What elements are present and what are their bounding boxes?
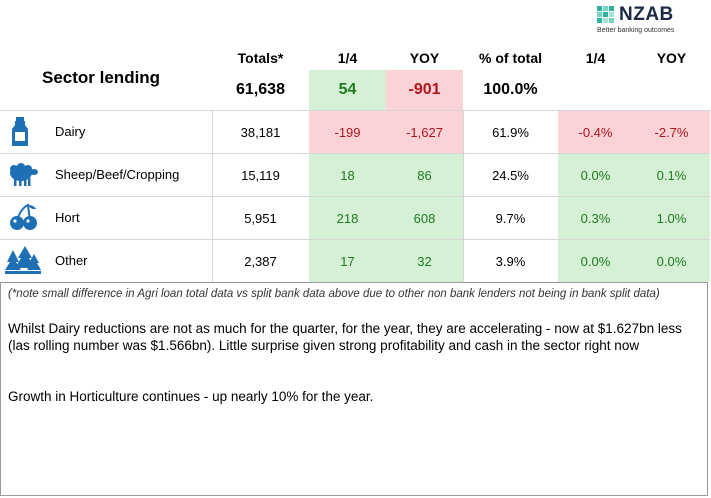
column-divider [212, 110, 213, 282]
hort-pct: 9.7% [495, 210, 526, 226]
sheep-quarter: 18 [309, 154, 386, 196]
dairy-pct-quarter: -0.4% [558, 111, 633, 153]
row-divider [0, 196, 710, 197]
commentary-hort: Growth in Horticulture continues - up ne… [8, 389, 374, 404]
other-pct: 3.9% [495, 253, 526, 269]
header-quarter: 1/4 [337, 50, 358, 66]
header-pct-yoy: YOY [656, 50, 687, 66]
totals-yoy: -901 [386, 70, 463, 110]
sheep-yoy: 86 [386, 154, 463, 196]
header-totals: Totals* [237, 50, 284, 66]
logo-name: NZAB [619, 4, 674, 25]
other-pct-quarter: 0.0% [558, 240, 633, 282]
other-yoy: 32 [386, 240, 463, 282]
dairy-quarter: -199 [309, 111, 386, 153]
logo-tagline: Better banking outcomes [597, 27, 675, 34]
trees-icon [4, 243, 42, 277]
row-divider [0, 110, 710, 111]
column-divider [558, 110, 559, 282]
logo-mark-icon [597, 6, 615, 24]
dairy-pct: 61.9% [492, 124, 529, 140]
other-quarter: 17 [309, 240, 386, 282]
header-yoy: YOY [409, 50, 440, 66]
dairy-pct-yoy: -2.7% [633, 111, 710, 153]
header-pct-quarter: 1/4 [585, 50, 606, 66]
row-label-sheep-beef-cropping: Sheep/Beef/Cropping [55, 167, 180, 182]
sheep-icon [6, 159, 40, 191]
row-divider [0, 153, 710, 154]
milk-bottle-icon [6, 114, 34, 150]
hort-yoy: 608 [386, 197, 463, 239]
row-label-hort: Hort [55, 210, 80, 225]
header-pct-total: % of total [479, 50, 542, 66]
commentary-dairy: Whilst Dairy reductions are not as much … [8, 321, 682, 353]
totals-total: 61,638 [236, 81, 285, 98]
row-divider [0, 239, 710, 240]
footnote: (*note small difference in Agri loan tot… [8, 288, 660, 300]
row-label-other: Other [55, 253, 88, 268]
other-pct-yoy: 0.0% [633, 240, 710, 282]
hort-pct-quarter: 0.3% [558, 197, 633, 239]
sheep-pct: 24.5% [492, 167, 529, 183]
hort-total: 5,951 [244, 210, 277, 226]
sheep-total: 15,119 [241, 167, 280, 183]
other-total: 2,387 [244, 253, 277, 269]
table-title: Sector lending [42, 68, 161, 87]
totals-pct: 100.0% [483, 81, 538, 98]
sheep-pct-yoy: 0.1% [633, 154, 710, 196]
column-divider [463, 110, 464, 282]
nzab-logo: NZAB Better banking outcomes [597, 4, 707, 40]
dairy-total: 38,181 [240, 124, 281, 140]
dairy-yoy: -1,627 [386, 111, 463, 153]
sheep-pct-quarter: 0.0% [558, 154, 633, 196]
notes-box [0, 282, 708, 496]
hort-pct-yoy: 1.0% [633, 197, 710, 239]
totals-quarter: 54 [309, 70, 386, 110]
cherries-icon [6, 200, 40, 234]
row-label-dairy: Dairy [55, 124, 86, 139]
hort-quarter: 218 [309, 197, 386, 239]
